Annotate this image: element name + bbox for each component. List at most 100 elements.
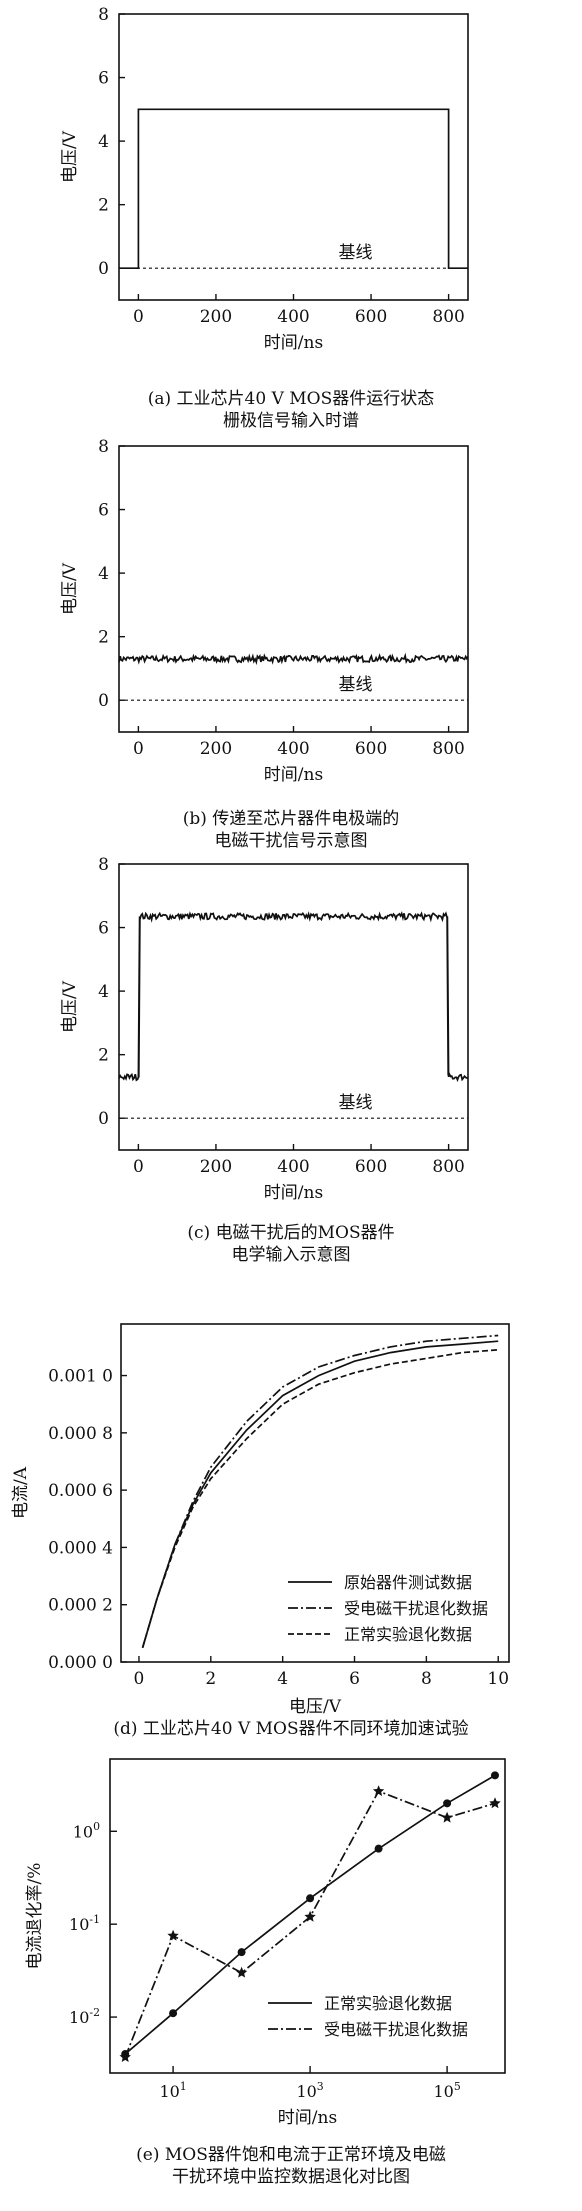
chart-d-legend-label: 原始器件测试数据 <box>344 1573 472 1592</box>
chart-a-xtick-label: 800 <box>432 307 464 327</box>
chart-b-xtick-label: 400 <box>277 739 309 759</box>
chart-b-ytick-label: 6 <box>98 501 109 521</box>
chart-a-ylabel: 电压/V <box>60 130 80 183</box>
chart-d-xtick-label: 0 <box>134 1669 145 1689</box>
chart-b-caption-line2: 电磁干扰信号示意图 <box>214 831 368 851</box>
chart-a: 0 200 400 600 800 0 2 4 6 8 时间/ns 电压/V 基线 <box>60 5 469 353</box>
chart-d-legend-label: 正常实验退化数据 <box>344 1625 472 1644</box>
chart-d-xtick-label: 6 <box>349 1669 360 1689</box>
chart-a-series-line <box>119 108 468 270</box>
chart-b-baseline-label: 基线 <box>339 675 373 695</box>
chart-b-ytick-label: 8 <box>98 437 109 457</box>
chart-d-frame <box>120 1323 510 1663</box>
chart-a-ytick-label: 0 <box>98 259 109 279</box>
chart-c: 0 200 400 600 800 0 2 4 6 8 时间/ns 电压/V 基线 <box>60 855 469 1203</box>
chart-e-point <box>237 1948 246 1957</box>
chart-d-xlabel: 电压/V <box>289 1697 342 1717</box>
chart-e-frame <box>109 1758 506 2074</box>
chart-c-ytick-label: 0 <box>98 1109 109 1129</box>
chart-e-point <box>169 2009 178 2018</box>
chart-c-ytick-label: 6 <box>98 919 109 939</box>
chart-e-plot: 101 103 105 10-2 10-1 100 时间/ns 电流退化率/% 正常实验退化数据… <box>25 1758 506 2125</box>
chart-c-ytick-label: 8 <box>98 855 109 875</box>
chart-b-frame <box>118 445 469 733</box>
chart-d-ytick-label: 0.001 0 <box>48 1367 113 1387</box>
chart-e-series-line <box>124 1790 496 2058</box>
chart-e-point <box>235 1966 248 1978</box>
chart-c-xtick-label: 600 <box>355 1157 387 1177</box>
chart-e-point <box>490 1771 499 1780</box>
chart-d-ylabel: 电流/A <box>11 1466 31 1519</box>
chart-e-xlabel: 时间/ns <box>278 2108 337 2125</box>
chart-e-ytick-label: 10-1 <box>69 1913 100 1934</box>
chart-d-xtick-label: 10 <box>487 1669 509 1689</box>
chart-a-plot: 0 200 400 600 800 0 2 4 6 8 时间/ns 电压/V 基线 <box>60 5 469 353</box>
chart-c-caption: (c) 电磁干扰后的MOS器件 电学输入示意图 <box>0 1222 582 1266</box>
chart-d-ytick-label: 0.000 4 <box>48 1538 113 1558</box>
chart-d-xtick-label: 8 <box>421 1669 432 1689</box>
chart-b-ytick-label: 2 <box>98 628 109 648</box>
chart-e-point <box>167 1929 179 1941</box>
chart-a-ytick-label: 8 <box>98 5 109 25</box>
chart-e-caption-line1: (e) MOS器件饱和电流于正常环境及电磁 <box>136 2145 446 2165</box>
chart-c-baseline-label: 基线 <box>339 1093 373 1113</box>
chart-e-legend-label: 正常实验退化数据 <box>324 1994 452 2013</box>
chart-b-xtick-label: 600 <box>355 739 387 759</box>
chart-e-caption-line2: 干扰环境中监控数据退化对比图 <box>172 2167 410 2187</box>
chart-d: 0 2 4 6 8 10 0.000 0 0.000 2 0.000 4 0.000 6 0.000… <box>11 1323 510 1717</box>
chart-a-caption-line2: 栅极信号输入时谱 <box>223 411 359 431</box>
chart-b-ytick-label: 4 <box>98 564 109 584</box>
chart-d-series-line <box>141 1334 499 1648</box>
chart-a-xtick-label: 200 <box>200 307 232 327</box>
chart-e-ytick-label: 10-2 <box>69 2006 100 2027</box>
chart-c-xtick-label: 200 <box>200 1157 232 1177</box>
chart-a-ytick-label: 2 <box>98 196 109 216</box>
chart-b-plot: 0 200 400 600 800 0 2 4 6 8 时间/ns 电压/V 基线 <box>60 437 469 785</box>
chart-e-point <box>372 1785 385 1797</box>
chart-e-point <box>306 1894 315 1903</box>
chart-b-xtick-label: 200 <box>200 739 232 759</box>
chart-a-baseline-label: 基线 <box>339 243 373 263</box>
chart-e-xtick-label: 105 <box>433 2080 460 2101</box>
chart-c-series-line <box>118 911 469 1083</box>
chart-d-ytick-label: 0.000 2 <box>48 1596 113 1616</box>
chart-c-ytick-label: 4 <box>98 982 109 1002</box>
chart-d-caption: (d) 工业芯片40 V MOS器件不同环境加速试验 <box>0 1718 582 1740</box>
chart-e-point <box>443 1799 452 1808</box>
chart-d-ytick-label: 0.000 0 <box>48 1653 113 1673</box>
chart-d-ytick-label: 0.000 6 <box>48 1481 113 1501</box>
chart-e-point <box>119 2051 131 2062</box>
chart-e-point <box>441 1811 453 1823</box>
chart-c-plot: 0 200 400 600 800 0 2 4 6 8 时间/ns 电压/V 基线 <box>60 855 469 1203</box>
chart-c-caption-line2: 电学输入示意图 <box>231 1245 351 1265</box>
chart-e-point <box>489 1797 501 1809</box>
chart-a-frame <box>118 13 469 301</box>
chart-e-xtick-label: 101 <box>159 2080 186 2101</box>
chart-b-series-line <box>118 652 469 666</box>
chart-e-caption: (e) MOS器件饱和电流于正常环境及电磁 干扰环境中监控数据退化对比图 <box>0 2144 582 2188</box>
chart-e-point <box>304 1910 316 1922</box>
chart-d-legend-label: 受电磁干扰退化数据 <box>344 1599 488 1618</box>
chart-e: 101 103 105 10-2 10-1 100 时间/ns 电流退化率/% 正常实验退化数据… <box>25 1758 506 2125</box>
chart-a-xtick-label: 0 <box>133 307 144 327</box>
chart-b-xtick-label: 800 <box>432 739 464 759</box>
chart-b-caption-line1: (b) 传递至芯片器件电极端的 <box>182 809 400 829</box>
chart-e-legend-label: 受电磁干扰退化数据 <box>324 2020 468 2039</box>
chart-d-caption-line1: (d) 工业芯片40 V MOS器件不同环境加速试验 <box>113 1719 469 1739</box>
chart-a-caption-line1: (a) 工业芯片40 V MOS器件运行状态 <box>147 389 435 409</box>
chart-c-ylabel: 电压/V <box>60 980 80 1033</box>
chart-d-xtick-label: 2 <box>205 1669 216 1689</box>
chart-b-ytick-label: 0 <box>98 691 109 711</box>
chart-a-xtick-label: 400 <box>277 307 309 327</box>
chart-e-point <box>374 1844 383 1853</box>
chart-e-xtick-label: 103 <box>296 2080 323 2101</box>
chart-b-ylabel: 电压/V <box>60 562 80 615</box>
chart-b: 0 200 400 600 800 0 2 4 6 8 时间/ns 电压/V 基线 <box>60 437 469 785</box>
chart-e-ylabel: 电流退化率/% <box>25 1863 45 1970</box>
chart-e-ytick-label: 100 <box>73 1820 100 1841</box>
chart-c-frame <box>118 863 469 1151</box>
chart-a-xtick-label: 600 <box>355 307 387 327</box>
chart-a-ytick-label: 6 <box>98 69 109 89</box>
chart-d-plot: 0 2 4 6 8 10 0.000 0 0.000 2 0.000 4 0.000 6 0.000… <box>11 1323 510 1717</box>
chart-a-ytick-label: 4 <box>98 132 109 152</box>
